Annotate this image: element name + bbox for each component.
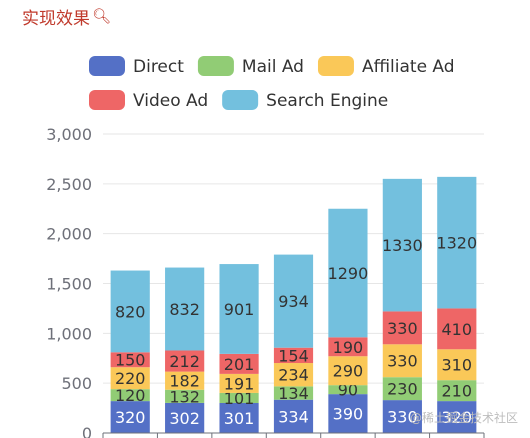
bar-data-label: 101: [224, 389, 255, 408]
bar-data-label: 330: [387, 408, 418, 427]
bar-segment[interactable]: [273, 254, 314, 348]
bar-data-label: 390: [333, 405, 364, 424]
legend-label[interactable]: Search Engine: [266, 91, 388, 111]
bar-segment[interactable]: [382, 400, 422, 433]
bar-segment[interactable]: [437, 308, 477, 350]
bar-segment[interactable]: [219, 264, 259, 354]
bar-segment[interactable]: [437, 176, 477, 309]
legend-swatch[interactable]: [197, 56, 234, 76]
bar-data-label: 320: [442, 408, 473, 427]
bar-data-label: 934: [278, 292, 309, 311]
bar-segment[interactable]: [219, 353, 259, 374]
search-icon[interactable]: 🔍︎: [92, 6, 112, 25]
bar-data-label: 120: [115, 386, 146, 405]
chart-x-axis: [102, 432, 485, 438]
legend-swatch[interactable]: [317, 56, 354, 76]
bar-data-label: 154: [278, 346, 309, 365]
y-tick-label: 1,000: [46, 324, 92, 343]
bar-segment[interactable]: [273, 347, 314, 364]
watermark: @稀土掘金技术社区: [409, 411, 518, 425]
bar-segment[interactable]: [328, 337, 368, 357]
bar-data-label: 230: [387, 380, 418, 399]
bar-segment[interactable]: [437, 380, 477, 402]
bar-data-label: 212: [169, 352, 200, 371]
bar-segment[interactable]: [219, 392, 259, 404]
bar-data-label: 1320: [436, 234, 477, 253]
bar-data-label: 1330: [382, 236, 423, 255]
page-heading-text: 实现效果: [22, 9, 90, 29]
bar-data-label: 290: [333, 362, 364, 381]
legend-label[interactable]: Mail Ad: [242, 57, 304, 77]
bar-segment[interactable]: [273, 363, 314, 387]
bar-segment[interactable]: [437, 401, 477, 433]
bar-segment[interactable]: [382, 344, 422, 378]
bar-segment[interactable]: [273, 386, 314, 400]
bar-segment[interactable]: [328, 394, 368, 433]
bar-segment[interactable]: [437, 349, 477, 381]
legend-label[interactable]: Direct: [133, 57, 184, 77]
bar-data-label: 330: [387, 352, 418, 371]
bar-segment[interactable]: [110, 401, 150, 433]
legend-swatch[interactable]: [89, 56, 125, 76]
legend-label[interactable]: Video Ad: [133, 91, 208, 111]
bar-segment[interactable]: [110, 367, 150, 390]
legend-swatch[interactable]: [89, 90, 125, 110]
bar-data-label: 901: [224, 300, 255, 319]
page-heading: 实现效果 🔍︎: [22, 4, 112, 30]
bar-data-label: 132: [169, 387, 200, 406]
bar-segment[interactable]: [110, 352, 150, 368]
bar-segment[interactable]: [165, 350, 205, 372]
bar-segment[interactable]: [110, 270, 150, 353]
bar-data-label: 320: [115, 408, 146, 427]
bar-segment[interactable]: [273, 399, 314, 433]
chart-bars: 3201202201508203021321822128323011011912…: [110, 176, 477, 433]
bar-data-label: 820: [115, 302, 146, 321]
bar-segment[interactable]: [165, 267, 205, 351]
bar-segment[interactable]: [165, 402, 205, 433]
bar-segment[interactable]: [219, 403, 259, 433]
bar-data-label: 310: [442, 356, 473, 375]
bar-data-label: 150: [115, 351, 146, 370]
chart-y-axis: 0 500 1,000 1,500 2,000 2,500 3,000: [46, 125, 92, 438]
y-tick-label: 3,000: [46, 125, 92, 144]
bar-data-label: 210: [442, 382, 473, 401]
chart-legend[interactable]: Direct Mail Ad Affiliate Ad Video Ad Search …: [89, 56, 455, 111]
legend-swatch[interactable]: [222, 90, 259, 110]
bar-data-label: 201: [224, 355, 255, 374]
bar-segment[interactable]: [382, 377, 422, 401]
bar-segment[interactable]: [165, 389, 205, 403]
bar-segment[interactable]: [328, 385, 368, 395]
bar-data-label: 330: [387, 319, 418, 338]
bar-data-label: 191: [224, 374, 255, 393]
legend-label[interactable]: Affiliate Ad: [362, 57, 455, 77]
bar-data-label: 302: [169, 409, 200, 428]
y-tick-label: 1,500: [46, 275, 92, 294]
y-tick-label: 500: [61, 374, 92, 393]
bar-data-label: 1290: [328, 264, 369, 283]
bar-data-label: 190: [333, 338, 364, 357]
bar-segment[interactable]: [382, 178, 422, 312]
bar-data-label: 134: [278, 384, 309, 403]
bar-data-label: 334: [278, 407, 309, 426]
bar-data-label: 832: [169, 300, 200, 319]
bar-data-label: 301: [224, 409, 255, 428]
bar-data-label: 220: [115, 369, 146, 388]
y-tick-label: 2,000: [46, 225, 92, 244]
bar-segment[interactable]: [328, 356, 368, 386]
bar-segment[interactable]: [219, 373, 259, 393]
bar-data-label: 234: [278, 366, 309, 385]
y-tick-label: 2,500: [46, 175, 92, 194]
bar-segment[interactable]: [328, 208, 368, 338]
bar-data-label: 90: [338, 381, 358, 400]
bar-segment[interactable]: [382, 311, 422, 345]
bar-data-label: 410: [442, 320, 473, 339]
y-tick-label: 0: [82, 424, 92, 438]
bar-data-label: 182: [169, 372, 200, 391]
bar-segment[interactable]: [110, 389, 150, 402]
bar-segment[interactable]: [165, 371, 205, 390]
